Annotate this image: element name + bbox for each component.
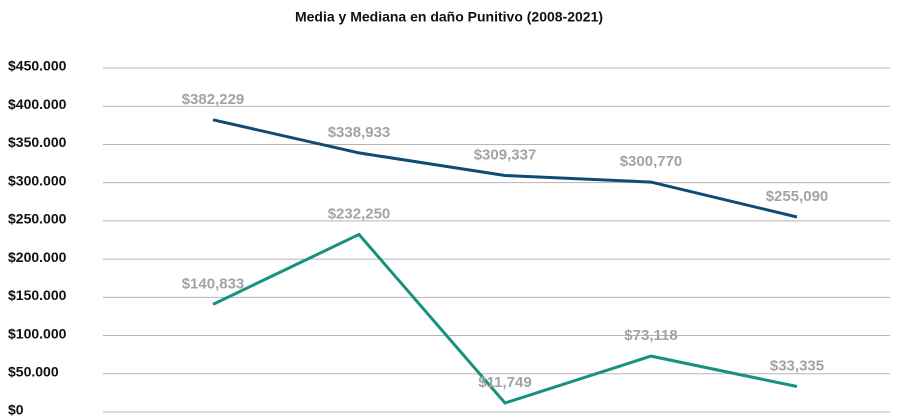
y-tick-label: $150.000 bbox=[8, 287, 67, 303]
chart-title: Media y Mediana en daño Punitivo (2008-2… bbox=[295, 9, 603, 25]
data-label: $11,749 bbox=[478, 374, 531, 391]
y-tick-label: $50.000 bbox=[8, 363, 59, 379]
series-line bbox=[212, 232, 798, 405]
y-tick-label: $300.000 bbox=[8, 172, 67, 188]
y-tick-label: $0 bbox=[8, 402, 24, 417]
y-tick-label: $250.000 bbox=[8, 211, 67, 227]
y-tick-label: $450.000 bbox=[8, 58, 67, 74]
y-tick-label: $400.000 bbox=[8, 96, 67, 112]
data-label: $309,337 bbox=[474, 146, 537, 163]
y-tick-label: $200.000 bbox=[8, 249, 67, 265]
data-label: $33,335 bbox=[770, 357, 824, 374]
data-label: $73,118 bbox=[624, 327, 677, 344]
series-line bbox=[212, 118, 798, 219]
data-label: $338,933 bbox=[328, 124, 391, 141]
data-label: $382,229 bbox=[182, 91, 245, 108]
data-label: $255,090 bbox=[766, 188, 829, 205]
data-label: $232,250 bbox=[328, 205, 391, 222]
y-tick-label: $100.000 bbox=[8, 325, 67, 341]
y-tick-label: $350.000 bbox=[8, 134, 67, 150]
data-label: $300,770 bbox=[620, 153, 683, 170]
data-label: $140,833 bbox=[182, 275, 245, 292]
